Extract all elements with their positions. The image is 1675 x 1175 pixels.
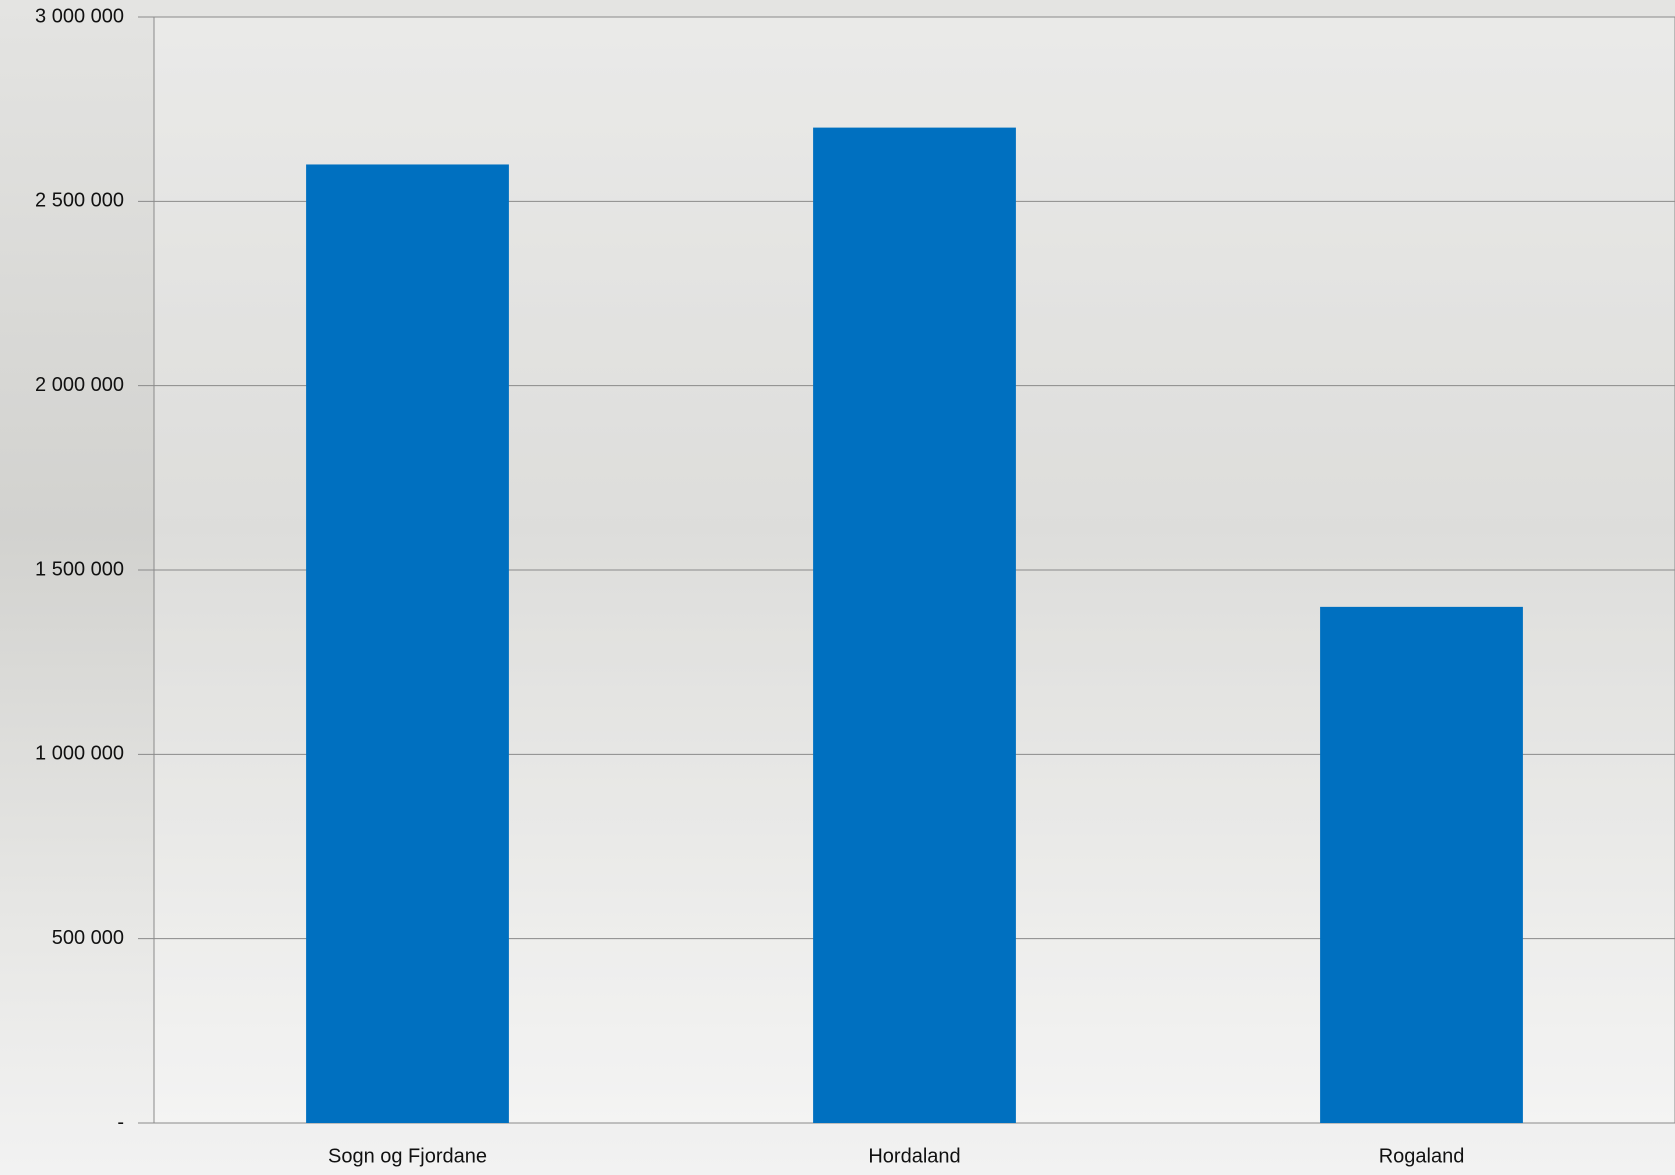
bar xyxy=(813,127,1016,1124)
y-tick-label: 500 000 xyxy=(52,927,124,949)
x-tick-label: Rogaland xyxy=(1379,1145,1465,1167)
y-tick-label: 3 000 000 xyxy=(35,5,124,27)
y-tick-label: 2 500 000 xyxy=(35,190,124,212)
bar xyxy=(1320,606,1523,1123)
x-tick-label: Sogn og Fjordane xyxy=(328,1145,487,1167)
bar xyxy=(306,164,509,1123)
x-tick-label: Hordaland xyxy=(868,1145,960,1167)
y-tick-label: - xyxy=(117,1111,124,1133)
y-tick-label: 1 000 000 xyxy=(35,743,124,765)
y-tick-label: 2 000 000 xyxy=(35,374,124,396)
y-tick-label: 1 500 000 xyxy=(35,558,124,580)
